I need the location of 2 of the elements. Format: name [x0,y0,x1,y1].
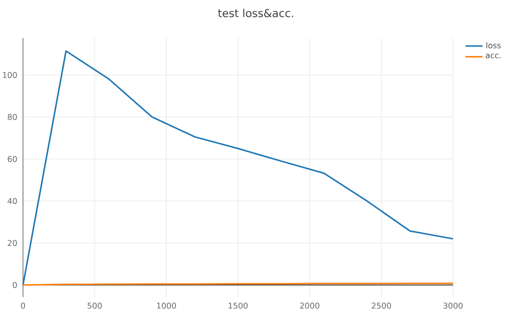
chart-title: test loss&acc. [218,8,294,18]
line-series [22,50,454,286]
